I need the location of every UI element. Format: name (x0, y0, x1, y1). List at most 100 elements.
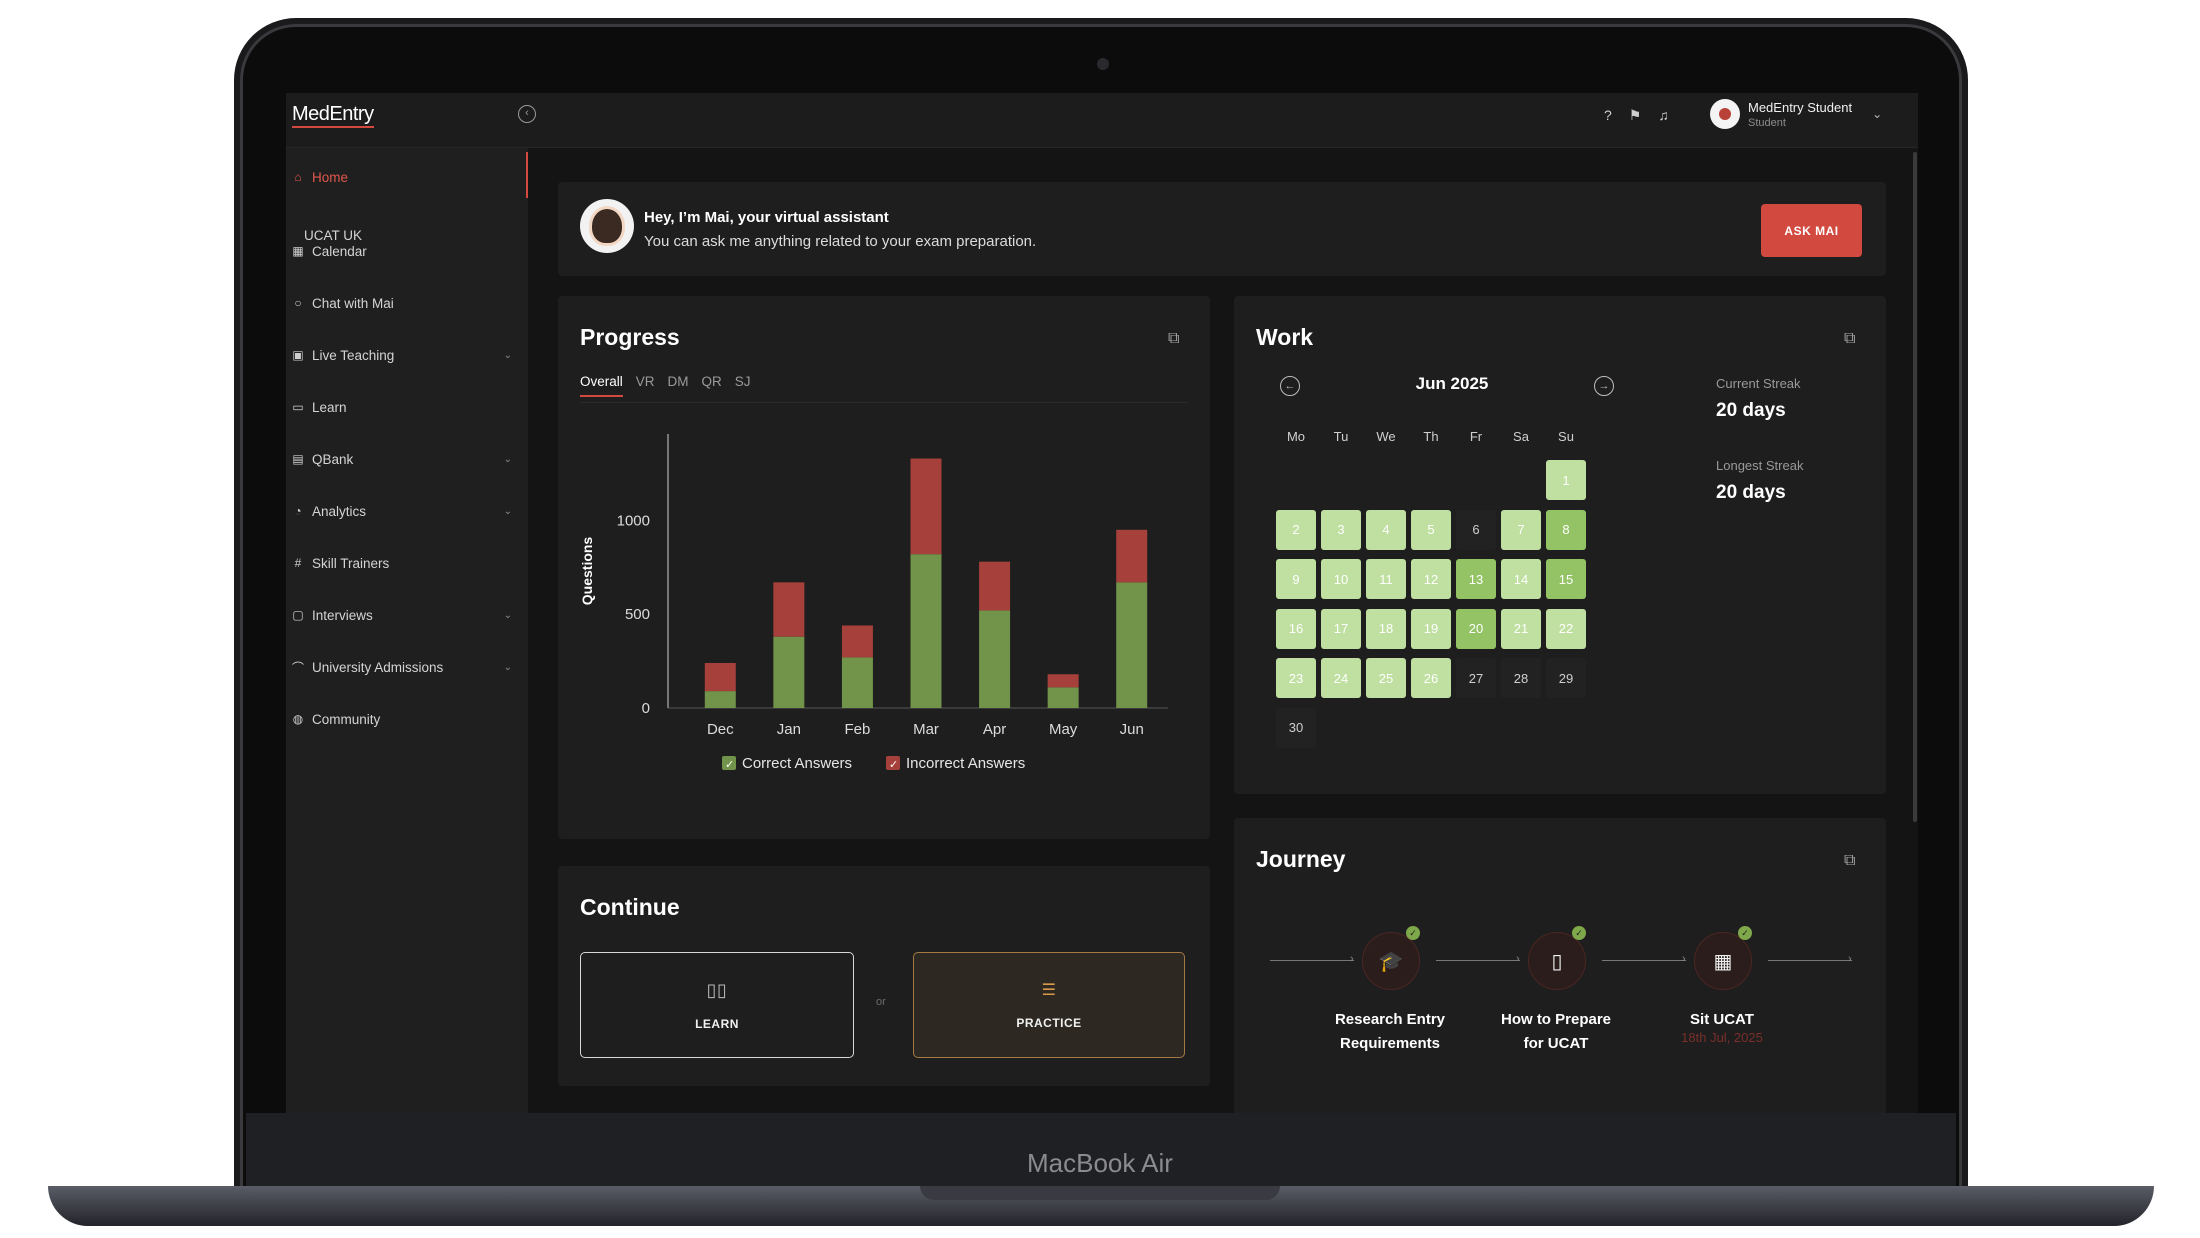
bar-correct (1047, 687, 1079, 708)
graduation-cap-icon[interactable]: 🎓 (1362, 932, 1420, 990)
calendar-day[interactable]: 25 (1366, 658, 1406, 698)
sidebar-item-label: QBank (312, 451, 354, 467)
weekday-label: Sa (1513, 429, 1529, 444)
calendar-day[interactable]: 18 (1366, 608, 1406, 649)
sidebar-item-analytics[interactable]: ◔ Analytics ⌄ (292, 500, 520, 522)
scrollbar[interactable] (1913, 152, 1917, 822)
medentry-logo[interactable]: MedEntry (292, 103, 374, 128)
next-month-icon[interactable]: → (1594, 376, 1614, 396)
calendar-day[interactable]: 30 (1276, 707, 1316, 748)
chevron-down-icon[interactable]: ⌄ (1872, 107, 1883, 121)
practice-button[interactable]: ☰ PRACTICE (913, 952, 1185, 1058)
ask-mai-button[interactable]: ASK MAI (1761, 204, 1862, 257)
help-icon[interactable]: ? (1604, 107, 1612, 123)
sidebar-item-interviews[interactable]: ▢ Interviews ⌄ (292, 604, 520, 626)
journey-step-1[interactable]: Research Entry Requirements (1305, 1008, 1475, 1056)
avatar (1710, 99, 1740, 129)
calendar-day[interactable]: 17 (1321, 608, 1361, 649)
calendar-day[interactable]: 9 (1276, 559, 1316, 599)
calendar-day[interactable]: 11 (1366, 559, 1406, 599)
sidebar-item-calendar[interactable]: ▦ Calendar (292, 240, 520, 262)
bar-correct (910, 554, 942, 708)
calendar-day[interactable]: 24 (1321, 658, 1361, 698)
journey-connector (1436, 960, 1520, 961)
calendar-day[interactable]: 27 (1456, 658, 1496, 698)
journey-step-2[interactable]: How to Prepare for UCAT (1471, 1008, 1641, 1056)
sidebar-item-chat-with-mai[interactable]: ○ Chat with Mai (292, 292, 520, 314)
bar-correct (979, 610, 1011, 708)
sidebar-item-label: Analytics (312, 503, 367, 519)
sidebar-item-home[interactable]: ⌂ Home (292, 166, 520, 188)
calendar-day[interactable]: 16 (1276, 608, 1316, 649)
calendar-day[interactable]: 14 (1501, 559, 1541, 599)
sidebar-item-label: Calendar (312, 243, 367, 259)
assistant-title: Hey, I’m Mai, your virtual assistant (644, 209, 889, 226)
journey-step-3[interactable]: Sit UCAT (1637, 1008, 1807, 1032)
book-icon[interactable]: ▯ (1528, 932, 1586, 990)
weekday-label: Su (1558, 429, 1574, 444)
calendar-day[interactable]: 22 (1546, 608, 1586, 649)
calendar-day[interactable]: 2 (1276, 509, 1316, 550)
bar-correct (1116, 582, 1148, 708)
sidebar-item-live-teaching[interactable]: ▣ Live Teaching ⌄ (292, 344, 520, 366)
calendar-day[interactable]: 20 (1456, 608, 1496, 649)
work-title: Work (1256, 324, 1314, 350)
tab-sj[interactable]: SJ (734, 374, 751, 389)
external-link-icon[interactable]: ⧉ (1844, 852, 1856, 869)
sidebar-item-label: Home (312, 169, 349, 185)
qbank-icon: ▤ (292, 452, 304, 466)
chevron-down-icon[interactable]: ⌄ (503, 505, 512, 517)
sidebar-item-skill-trainers[interactable]: # Skill Trainers (292, 552, 520, 574)
tab-qr[interactable]: QR (701, 374, 722, 389)
calendar-day[interactable]: 12 (1411, 559, 1451, 599)
tab-overall[interactable]: Overall (580, 374, 623, 397)
calendar-day[interactable]: 29 (1546, 658, 1586, 698)
sidebar-item-community[interactable]: ◍ Community (292, 708, 520, 730)
previous-month-icon[interactable]: ← (1280, 376, 1300, 396)
bookmark-icon[interactable]: ⚑ (1628, 107, 1642, 123)
bar-incorrect (704, 662, 736, 692)
sidebar-item-university-admissions[interactable]: ⌒ University Admissions ⌄ (292, 656, 520, 678)
top-bar: MedEntry ‹ ? ⚑ ♫ MedEntry Student Studen… (286, 93, 1918, 148)
calendar-day[interactable]: 3 (1321, 509, 1361, 550)
calendar-day[interactable]: 6 (1456, 509, 1496, 550)
external-link-icon[interactable]: ⧉ (1168, 330, 1180, 347)
calendar-day[interactable]: 1 (1546, 460, 1586, 500)
calendar-day[interactable]: 13 (1456, 559, 1496, 599)
sidebar-item-qbank[interactable]: ▤ QBank ⌄ (292, 448, 520, 470)
user-role: Student (1748, 116, 1786, 129)
calendar-day[interactable]: 26 (1411, 658, 1451, 698)
calendar-day[interactable]: 15 (1546, 559, 1586, 599)
tab-dm[interactable]: DM (667, 374, 689, 389)
device-brand-label: MacBook Air (1027, 1148, 1173, 1178)
bell-icon[interactable]: ♫ (1658, 107, 1669, 123)
external-link-icon[interactable]: ⧉ (1844, 330, 1856, 347)
calendar-day[interactable]: 21 (1501, 608, 1541, 649)
journey-connector (1602, 960, 1686, 961)
calendar-day[interactable]: 5 (1411, 509, 1451, 550)
user-menu[interactable]: MedEntry Student Student ⌄ (1710, 99, 1882, 129)
weekday-label: Tu (1333, 429, 1349, 444)
chevron-down-icon[interactable]: ⌄ (503, 609, 512, 621)
progress-chart: 0 500 1000 Questions Dec Jan Feb Mar Apr May Jun ✓ C… (579, 434, 1168, 772)
calendar-day[interactable]: 19 (1411, 608, 1451, 649)
chevron-down-icon[interactable]: ⌄ (503, 453, 512, 465)
chevron-down-icon[interactable]: ⌄ (503, 661, 512, 673)
tab-vr[interactable]: VR (635, 374, 655, 389)
sidebar-item-learn[interactable]: ▭ Learn (292, 396, 520, 418)
calendar-day[interactable]: 28 (1501, 658, 1541, 698)
calendar-day[interactable]: 10 (1321, 559, 1361, 599)
calendar-day[interactable]: 8 (1546, 509, 1586, 550)
learn-button[interactable]: ▯▯ LEARN (580, 952, 854, 1058)
chevron-down-icon[interactable]: ⌄ (503, 349, 512, 361)
calendar-day[interactable]: 4 (1366, 509, 1406, 550)
calendar-day[interactable]: 23 (1276, 658, 1316, 698)
arrow-right-icon: › (1848, 953, 1852, 965)
calendar-day[interactable]: 7 (1501, 509, 1541, 550)
step-complete-icon: ✓ (1406, 926, 1420, 940)
sidebar-section-title: UCAT UK (304, 228, 363, 243)
journey-step-2-line1: How to Prepare (1500, 1011, 1612, 1028)
calendar-icon[interactable]: ▦ (1694, 932, 1752, 990)
weekday-label: Mo (1286, 429, 1306, 444)
collapse-sidebar-icon[interactable]: ‹ (518, 105, 536, 123)
